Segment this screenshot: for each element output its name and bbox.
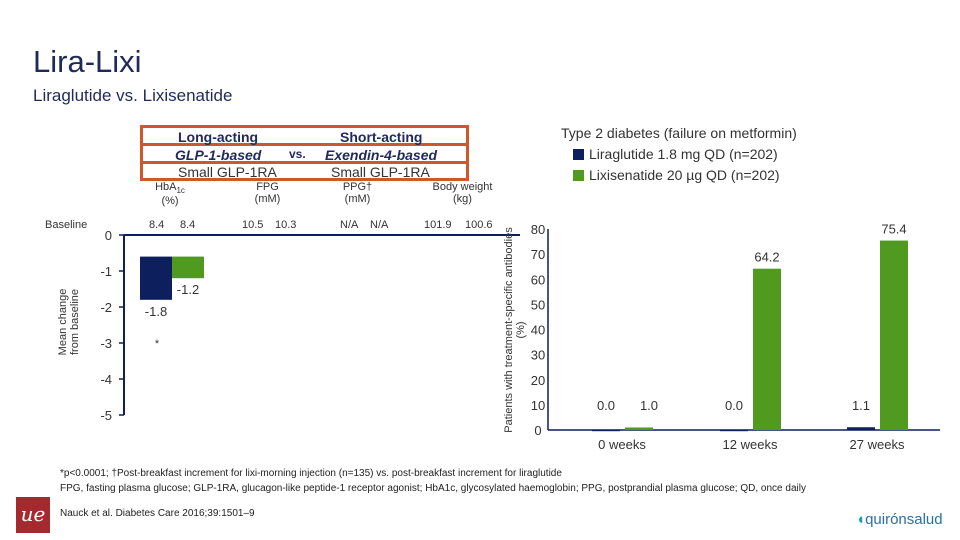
legend-swatch bbox=[573, 170, 584, 181]
baseline-value: N/A bbox=[370, 219, 389, 231]
y-tick-label: 70 bbox=[531, 247, 545, 262]
y-axis-label: Patients with treatment-specific antibod… bbox=[503, 227, 527, 433]
page-subtitle: Liraglutide vs. Lixisenatide bbox=[33, 86, 233, 105]
bar-liraglutide bbox=[592, 430, 620, 432]
bar-liraglutide bbox=[847, 427, 875, 430]
bar-lixisenatide bbox=[625, 427, 653, 430]
data-label: -1.8 bbox=[145, 304, 167, 319]
y-tick-label: 0 bbox=[534, 423, 541, 438]
y-axis-label: Mean changefrom baseline bbox=[57, 289, 81, 356]
bar-lixisenatide bbox=[172, 256, 204, 279]
reference: Nauck et al. Diabetes Care 2016;39:1501–… bbox=[60, 508, 255, 519]
y-tick-label: 20 bbox=[531, 373, 545, 388]
data-label: 75.4 bbox=[881, 222, 906, 237]
data-label: 1.1 bbox=[852, 398, 870, 413]
footnote-1: *p<0.0001; †Post-breakfast increment for… bbox=[60, 468, 562, 479]
data-label: 0.0 bbox=[597, 398, 615, 413]
y-tick-label: 0 bbox=[105, 228, 112, 243]
baseline-value: 10.3 bbox=[275, 219, 297, 231]
y-tick-label: -2 bbox=[100, 300, 112, 315]
param-ppg: PPG† (mM) bbox=[342, 181, 373, 205]
right-line3: Small GLP-1RA bbox=[331, 164, 430, 180]
param-fpg: FPG (mM) bbox=[254, 181, 281, 205]
y-tick-label: 10 bbox=[531, 398, 545, 413]
param-hba1c: HbA1c (%) bbox=[155, 181, 185, 208]
ue-logo: ue bbox=[16, 497, 50, 533]
left-line1: Long-acting bbox=[178, 129, 259, 145]
param-weight: Body weight (kg) bbox=[432, 181, 493, 205]
baseline-value: 8.4 bbox=[180, 219, 196, 231]
baseline-value: 100.6 bbox=[465, 219, 493, 231]
x-tick-label: 12 weeks bbox=[723, 437, 778, 452]
y-tick-label: 50 bbox=[531, 297, 545, 312]
x-tick-label: 27 weeks bbox=[850, 437, 905, 452]
y-tick-label: -5 bbox=[100, 408, 112, 423]
bar-lixisenatide bbox=[753, 268, 781, 430]
baseline-value: 8.4 bbox=[149, 219, 165, 231]
hba1c-subscript: 1c bbox=[176, 186, 185, 196]
y-tick-label: 30 bbox=[531, 348, 545, 363]
baseline-value: 101.9 bbox=[424, 219, 452, 231]
y-tick-label: 80 bbox=[531, 222, 545, 237]
bar-liraglutide bbox=[140, 256, 172, 300]
data-label: 0.0 bbox=[725, 398, 743, 413]
baseline-label: Baseline bbox=[45, 219, 88, 231]
quironsalud-logo: ◖quirónsalud bbox=[856, 511, 943, 528]
legend-item-liraglutide: Liraglutide 1.8 mg QD (n=202) bbox=[573, 146, 778, 162]
data-label: 1.0 bbox=[640, 398, 658, 413]
right-line1: Short-acting bbox=[340, 129, 423, 145]
data-label: -1.2 bbox=[177, 282, 199, 297]
hba1c-label: HbA1c bbox=[155, 181, 185, 196]
vs-label: vs. bbox=[289, 147, 306, 161]
legend-swatch bbox=[573, 149, 584, 160]
left-line2: GLP-1-based bbox=[175, 147, 262, 163]
bar-lixisenatide bbox=[880, 240, 908, 430]
row-box-3 bbox=[140, 161, 469, 181]
bar-liraglutide bbox=[720, 430, 748, 432]
y-tick-label: -1 bbox=[100, 264, 112, 279]
y-tick-label: 60 bbox=[531, 272, 545, 287]
left-line3: Small GLP-1RA bbox=[178, 164, 277, 180]
right-line2: Exendin-4-based bbox=[325, 147, 438, 163]
data-label: 64.2 bbox=[754, 250, 779, 265]
y-tick-label: -4 bbox=[100, 372, 112, 387]
legend-title: Type 2 diabetes (failure on metformin) bbox=[561, 125, 797, 141]
y-tick-label: -3 bbox=[100, 336, 112, 351]
baseline-value: 10.5 bbox=[242, 219, 264, 231]
significance-marker: * bbox=[155, 338, 160, 350]
baseline-value: N/A bbox=[340, 219, 359, 231]
page-title: Lira-Lixi bbox=[33, 44, 142, 79]
x-tick-label: 0 weeks bbox=[598, 437, 646, 452]
y-tick-label: 40 bbox=[531, 323, 545, 338]
legend-item-lixisenatide: Lixisenatide 20 µg QD (n=202) bbox=[573, 167, 780, 183]
footnote-2: FPG, fasting plasma glucose; GLP-1RA, gl… bbox=[60, 483, 806, 494]
